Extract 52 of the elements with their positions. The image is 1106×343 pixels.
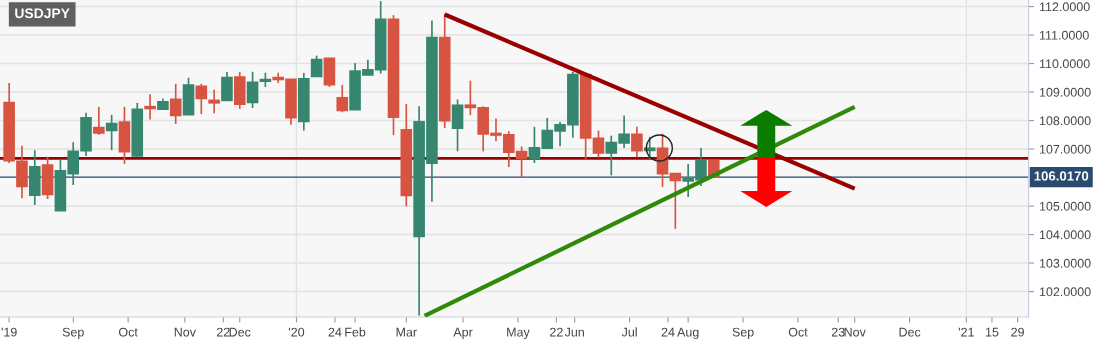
- y-tick-label: 111.0000: [1039, 30, 1089, 40]
- x-tick-label: '20: [288, 327, 305, 337]
- chart-title: USDJPY: [15, 8, 70, 19]
- ref-line-label: 106.0170: [1034, 171, 1089, 181]
- candlestick: [592, 129, 605, 159]
- candlestick: [195, 82, 208, 115]
- x-tick-label: Aug: [677, 327, 699, 339]
- candlestick: [669, 172, 682, 230]
- x-tick-label: 24: [328, 327, 342, 337]
- y-tick-label: 104.0000: [1039, 230, 1091, 240]
- x-tick-label: 29: [1011, 327, 1024, 337]
- candlestick: [451, 98, 464, 153]
- y-tick-label: 108.0000: [1039, 116, 1091, 126]
- x-tick-label: Apr: [453, 327, 473, 339]
- x-tick-label: Jun: [564, 327, 584, 337]
- x-tick-label: Jul: [621, 327, 637, 337]
- candlestick: [208, 88, 220, 114]
- candlestick: [246, 70, 259, 109]
- x-tick-label: 15: [985, 327, 999, 337]
- x-tick-label: Nov: [174, 327, 196, 337]
- x-tick-label: Mar: [396, 327, 417, 337]
- y-tick-label: 102.0000: [1039, 287, 1091, 297]
- candlestick: [93, 106, 105, 136]
- y-tick-label: 110.0000: [1039, 59, 1090, 69]
- candlestick: [336, 84, 349, 114]
- y-tick-label: 105.0000: [1039, 201, 1091, 211]
- x-tick-label: 22: [550, 327, 563, 337]
- x-tick-label: Sep: [62, 327, 84, 339]
- x-tick-label: Feb: [345, 327, 366, 337]
- x-tick-label: 23: [831, 327, 845, 337]
- candlestick: [310, 54, 323, 78]
- candlestick: [105, 114, 118, 152]
- y-tick-label: 103.0000: [1039, 258, 1091, 268]
- x-tick-label: Sep: [732, 327, 754, 339]
- x-tick-label: Nov: [844, 327, 866, 337]
- y-tick-label: 107.0000: [1039, 144, 1091, 154]
- x-tick-label: '21: [958, 327, 974, 337]
- x-tick-label: 24: [661, 327, 675, 337]
- y-tick-label: 112.0000: [1039, 2, 1090, 12]
- y-tick-label: 109.0000: [1039, 87, 1091, 97]
- x-tick-label: '19: [1, 327, 17, 337]
- x-tick-label: 22: [216, 327, 230, 337]
- candlestick: [631, 125, 643, 159]
- x-tick-label: Oct: [118, 327, 138, 337]
- x-tick-label: Dec: [229, 327, 251, 337]
- candlestick: [144, 93, 156, 121]
- candlestick: [169, 82, 182, 125]
- candlestick: [643, 135, 656, 161]
- x-tick-label: May: [507, 327, 530, 339]
- candlestick: [221, 71, 233, 102]
- x-tick-label: Oct: [788, 327, 808, 337]
- x-tick-label: Dec: [899, 327, 921, 337]
